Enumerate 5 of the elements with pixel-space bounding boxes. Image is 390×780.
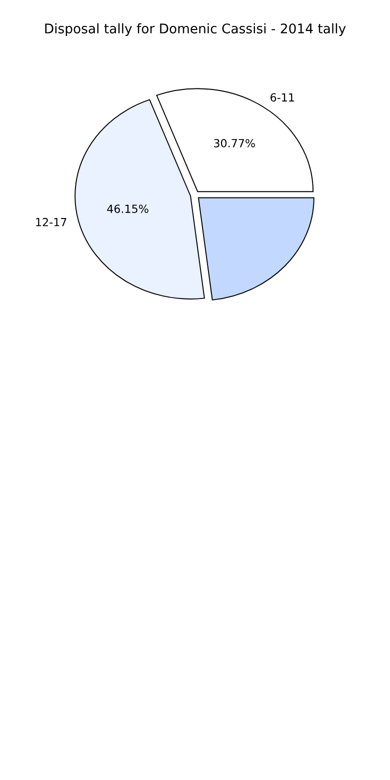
slice-label: 6-11 bbox=[270, 93, 294, 102]
data-label: 30.77% bbox=[214, 138, 255, 148]
data-label: 46.15% bbox=[107, 204, 148, 214]
chart-title: Disposal tally for Domenic Cassisi - 2014 tally bbox=[45, 23, 346, 36]
slice-label: 12-17 bbox=[36, 218, 66, 226]
